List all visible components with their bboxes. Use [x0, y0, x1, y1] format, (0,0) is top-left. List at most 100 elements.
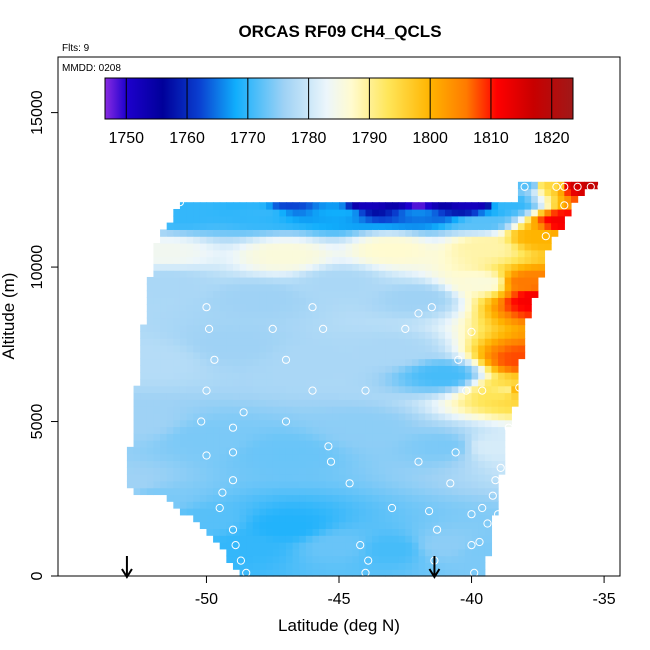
heatmap-cell [325, 385, 333, 394]
heatmap-cell [173, 242, 181, 251]
observation-point [228, 423, 238, 432]
heatmap-cell [471, 276, 479, 285]
heatmap-cell [464, 236, 473, 244]
heatmap-cell [332, 310, 340, 319]
heatmap-cell [385, 202, 393, 210]
heatmap-cell [186, 310, 194, 319]
heatmap-cell [478, 324, 486, 332]
heatmap-cell [431, 208, 440, 217]
heatmap-cell [358, 542, 367, 550]
heatmap-cell [232, 358, 241, 366]
heatmap-cell [292, 426, 300, 434]
heatmap-cell [491, 256, 499, 264]
heatmap-cell [179, 256, 188, 264]
heatmap-cell [451, 548, 459, 557]
observation-point [586, 182, 595, 191]
heatmap-cell [299, 528, 307, 536]
heatmap-cell [425, 501, 433, 509]
heatmap-cell [345, 263, 353, 271]
heatmap-cell [299, 256, 307, 264]
heatmap-cell [232, 236, 241, 244]
heatmap-cell [153, 290, 161, 298]
heatmap-cell [352, 467, 360, 475]
heatmap-cell [438, 236, 446, 244]
heatmap-cell [285, 480, 294, 489]
heatmap-cell [392, 528, 400, 536]
heatmap-cell [398, 569, 406, 577]
heatmap-cell [266, 290, 274, 298]
heatmap-cell [445, 419, 453, 428]
heatmap-cell [372, 372, 380, 380]
heatmap-cell [213, 501, 221, 509]
heatmap-cell [431, 270, 440, 278]
heatmap-cell [418, 290, 426, 298]
heatmap-cell [252, 249, 261, 258]
heatmap-cell [438, 283, 446, 292]
heatmap-cell [239, 542, 247, 550]
heatmap-cell [285, 338, 294, 346]
heatmap-cell [445, 501, 453, 509]
heatmap-cell [279, 351, 287, 360]
heatmap-cell [252, 555, 261, 564]
heatmap-cell [471, 480, 479, 489]
heatmap-cell [358, 358, 367, 366]
heatmap-cell [319, 222, 327, 230]
heatmap-cell [272, 310, 280, 319]
heatmap-cell [226, 242, 234, 251]
heatmap-cell [246, 378, 254, 387]
heatmap-cell [325, 236, 333, 244]
heatmap-cell [398, 249, 406, 258]
heatmap-cell [398, 535, 406, 543]
heatmap-cell [279, 528, 287, 536]
heatmap-cell [517, 263, 526, 271]
heatmap-cell [484, 446, 493, 455]
heatmap-cell [398, 215, 406, 224]
heatmap-cell [478, 480, 486, 489]
heatmap-cell [431, 514, 440, 523]
heatmap-cell [484, 467, 493, 475]
heatmap-cell [345, 270, 353, 278]
heatmap-cell [498, 419, 506, 428]
heatmap-cell [418, 494, 426, 502]
heatmap-cell [239, 480, 247, 489]
heatmap-cell [418, 406, 426, 414]
heatmap-cell [524, 242, 532, 251]
heatmap-cell [133, 385, 141, 394]
heatmap-cell [498, 297, 506, 305]
heatmap-cell [305, 331, 314, 339]
heatmap-cell [478, 215, 486, 224]
heatmap-cell [272, 338, 280, 346]
heatmap-cell [451, 528, 459, 536]
heatmap-cell [511, 351, 519, 360]
heatmap-cell [319, 494, 327, 502]
heatmap-cell [199, 290, 208, 298]
heatmap-cell [385, 304, 393, 312]
heatmap-cell [358, 467, 367, 475]
x-tick-label: -45 [327, 591, 350, 608]
heatmap-cell [232, 399, 241, 407]
heatmap-cell [259, 236, 267, 244]
heatmap-cell [411, 501, 420, 509]
heatmap-cell [491, 249, 499, 258]
heatmap-cell [146, 276, 155, 285]
heatmap-cell [319, 528, 327, 536]
heatmap-cell [339, 453, 347, 462]
heatmap-cell [266, 222, 274, 230]
heatmap-cell [511, 310, 519, 319]
heatmap-cell [372, 351, 380, 360]
heatmap-cell [213, 378, 221, 387]
heatmap-cell [372, 501, 380, 509]
heatmap-cell [378, 208, 386, 217]
heatmap-cell [186, 501, 194, 509]
heatmap-cell [385, 372, 393, 380]
heatmap-cell [239, 310, 247, 319]
heatmap-cell [339, 467, 347, 475]
heatmap-cell [153, 406, 161, 414]
heatmap-cell [471, 249, 479, 258]
heatmap-cell [126, 460, 135, 468]
heatmap-cell [478, 392, 486, 400]
heatmap-cell [325, 263, 333, 271]
heatmap-cell [232, 406, 241, 414]
heatmap-cell [504, 331, 512, 339]
heatmap-cell [511, 317, 519, 326]
